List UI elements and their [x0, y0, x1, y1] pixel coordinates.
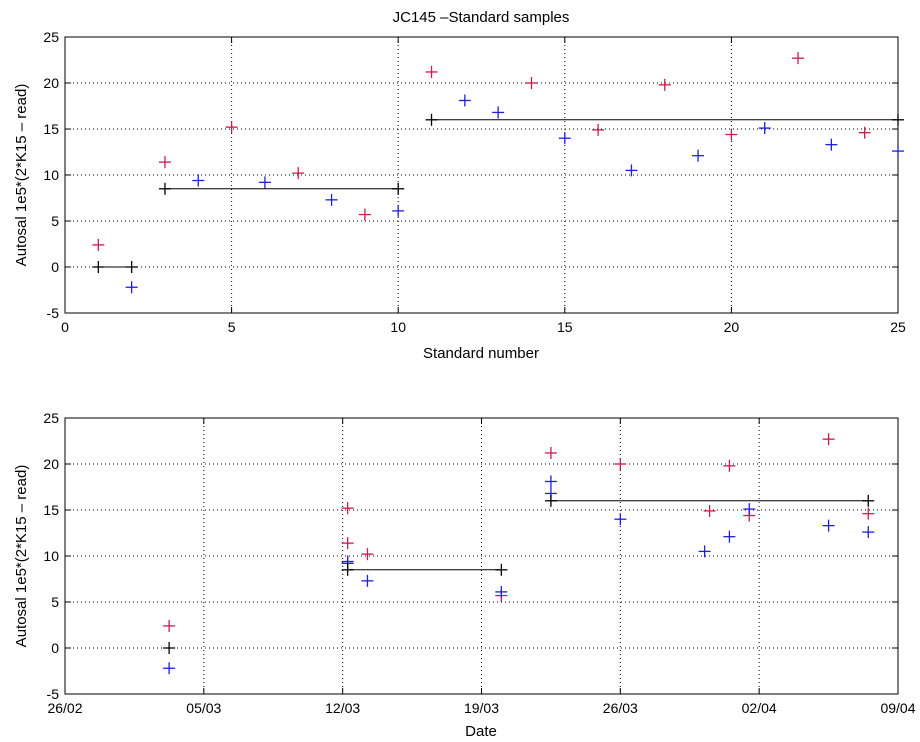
bottom-series-1-point — [862, 526, 875, 539]
bottom-series-1-point — [723, 530, 736, 543]
top-series-0-point — [658, 78, 671, 91]
top-y-tick-label: 15 — [43, 121, 59, 137]
top-series-0-point — [358, 208, 371, 221]
top-series-0-point — [225, 121, 238, 134]
top-series-1-point — [392, 204, 405, 217]
bottom-y-tick-label: 0 — [51, 640, 59, 656]
bottom-series-1-point — [698, 545, 711, 558]
top-series-0-point — [425, 65, 438, 78]
top-x-tick-label: 20 — [724, 319, 740, 335]
top-series-1-point — [825, 138, 838, 151]
bottom-series-1-point — [163, 662, 176, 675]
top-series-1-point — [458, 94, 471, 107]
bottom-x-tick-label: 19/03 — [464, 700, 499, 716]
top-chart-xlabel: Standard number — [423, 345, 539, 362]
top-x-tick-label: 25 — [890, 319, 906, 335]
bottom-x-tick-label: 02/04 — [742, 700, 777, 716]
top-series-1-point — [125, 281, 138, 294]
bottom-series-0-point — [341, 537, 354, 550]
top-series-0-point — [158, 156, 171, 169]
bottom-series-1-point — [822, 519, 835, 532]
top-series-2-mean-endpoint — [425, 113, 438, 126]
bottom-series-0-point — [614, 458, 627, 470]
bottom-x-tick-label: 26/03 — [603, 700, 638, 716]
top-x-tick-label: 10 — [390, 319, 406, 335]
top-series-1-point — [325, 193, 338, 206]
bottom-series-2-mean-endpoint — [544, 494, 557, 507]
top-series-0-point — [858, 126, 871, 139]
bottom-series-0-point — [703, 504, 716, 517]
top-y-tick-label: 0 — [51, 259, 59, 275]
bottom-x-tick-label: 26/02 — [47, 700, 82, 716]
top-series-1-point — [492, 106, 505, 119]
top-series-2-mean-endpoint — [158, 182, 171, 195]
top-series-0-point — [725, 128, 738, 141]
top-y-tick-label: 25 — [43, 29, 59, 45]
top-series-1-point — [692, 149, 705, 162]
bottom-series-1-point — [495, 585, 508, 598]
top-series-0-point — [92, 238, 105, 251]
bottom-series-2-mean-endpoint — [495, 563, 508, 576]
top-x-tick-label: 0 — [61, 319, 69, 335]
bottom-series-1-point — [361, 574, 374, 587]
bottom-series-2-point — [163, 642, 176, 654]
top-y-tick-label: -5 — [47, 305, 60, 321]
top-x-tick-label: 15 — [557, 319, 573, 335]
bottom-y-tick-label: 10 — [43, 548, 59, 564]
top-series-2-mean-endpoint — [892, 113, 904, 126]
bottom-y-tick-label: -5 — [47, 686, 60, 702]
top-series-0-point — [792, 52, 805, 65]
top-chart-ylabel: Autosal 1e5*(2*K15 – read) — [13, 84, 30, 267]
bottom-y-tick-label: 5 — [51, 594, 59, 610]
top-series-2-mean-endpoint — [125, 261, 138, 273]
bottom-y-tick-label: 15 — [43, 502, 59, 518]
bottom-chart: 26/02 05/03 12/03 19/03 26/03 02/04 09/04 -5 0 5 1… — [43, 410, 915, 716]
bottom-series-2-mean-endpoint — [862, 494, 875, 507]
bottom-series-0-point — [544, 446, 557, 459]
top-y-tick-label: 20 — [43, 75, 59, 91]
bottom-series-2-mean-endpoint — [341, 563, 354, 576]
top-chart-title: JC145 –Standard samples — [393, 9, 570, 26]
top-x-tick-label: 5 — [228, 319, 236, 335]
bottom-series-0-point — [822, 433, 835, 446]
bottom-x-tick-label: 09/04 — [880, 700, 915, 716]
bottom-series-0-point — [341, 502, 354, 515]
top-series-2-mean-endpoint — [92, 261, 105, 273]
bottom-series-1-point — [614, 513, 627, 526]
bottom-y-tick-label: 25 — [43, 410, 59, 426]
top-series-0-point — [292, 167, 305, 180]
top-y-tick-label: 10 — [43, 167, 59, 183]
top-series-1-point — [625, 164, 638, 177]
bottom-chart-ylabel: Autosal 1e5*(2*K15 – read) — [13, 465, 30, 648]
top-series-1-point — [758, 122, 771, 135]
top-series-1-point — [258, 176, 271, 189]
top-series-0-point — [592, 123, 605, 136]
bottom-series-0-point — [862, 507, 875, 520]
bottom-x-tick-label: 12/03 — [325, 700, 360, 716]
bottom-chart-xlabel: Date — [465, 723, 497, 740]
bottom-series-0-point — [163, 619, 176, 632]
bottom-series-0-point — [361, 548, 374, 561]
top-series-0-point — [525, 77, 538, 89]
bottom-series-1-point — [544, 475, 557, 488]
top-series-2-mean-endpoint — [392, 182, 405, 195]
bottom-x-tick-label: 05/03 — [186, 700, 221, 716]
top-series-1-point — [192, 174, 205, 187]
top-series-1-point — [892, 145, 904, 158]
bottom-y-tick-label: 20 — [43, 456, 59, 472]
top-y-tick-label: 5 — [51, 213, 59, 229]
top-series-1-point — [558, 132, 571, 145]
bottom-series-0-point — [723, 459, 736, 472]
bottom-series-1-point — [743, 503, 756, 516]
